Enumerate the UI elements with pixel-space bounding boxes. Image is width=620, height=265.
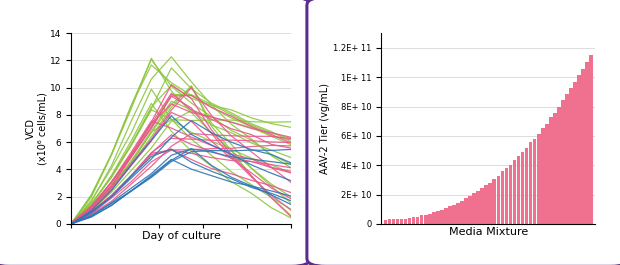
Bar bbox=[492, 179, 496, 224]
Bar bbox=[472, 193, 476, 224]
X-axis label: Day of culture: Day of culture bbox=[142, 231, 221, 241]
Bar bbox=[557, 107, 560, 224]
Bar bbox=[513, 160, 516, 224]
Bar bbox=[392, 219, 395, 224]
Bar bbox=[480, 188, 484, 224]
Bar bbox=[456, 203, 460, 224]
Bar bbox=[436, 211, 440, 224]
Bar bbox=[516, 156, 520, 224]
Bar bbox=[529, 143, 533, 224]
Bar bbox=[574, 82, 577, 224]
Bar bbox=[537, 134, 541, 224]
Y-axis label: AAV-2 Tier (vg/mL): AAV-2 Tier (vg/mL) bbox=[321, 83, 330, 174]
Bar bbox=[444, 208, 448, 224]
Bar bbox=[412, 217, 415, 224]
Bar bbox=[508, 165, 512, 224]
Bar bbox=[460, 201, 464, 224]
Bar bbox=[500, 171, 504, 224]
Bar bbox=[468, 196, 472, 224]
Bar bbox=[565, 94, 569, 224]
Bar bbox=[424, 215, 428, 224]
Bar bbox=[408, 218, 411, 224]
Bar bbox=[489, 183, 492, 224]
Bar bbox=[440, 210, 444, 224]
Bar bbox=[400, 219, 403, 224]
Bar bbox=[553, 113, 557, 224]
Bar bbox=[428, 214, 432, 224]
Bar bbox=[476, 191, 480, 224]
Bar bbox=[464, 198, 468, 224]
Y-axis label: VCD
(x10⁶ cells/mL): VCD (x10⁶ cells/mL) bbox=[25, 92, 47, 165]
Bar bbox=[521, 152, 525, 224]
Bar bbox=[569, 88, 573, 224]
Bar bbox=[582, 69, 585, 224]
Bar bbox=[545, 124, 549, 224]
Bar bbox=[585, 63, 589, 224]
Bar bbox=[549, 117, 552, 224]
Bar bbox=[432, 212, 436, 224]
Bar bbox=[416, 217, 420, 224]
Bar bbox=[384, 219, 387, 224]
X-axis label: Media Mixture: Media Mixture bbox=[449, 227, 528, 237]
Bar bbox=[561, 100, 565, 224]
Bar bbox=[396, 219, 399, 224]
Bar bbox=[420, 215, 423, 224]
Bar bbox=[448, 206, 452, 224]
Bar bbox=[484, 185, 488, 224]
Bar bbox=[388, 219, 391, 224]
Bar bbox=[505, 168, 508, 224]
Bar bbox=[404, 219, 407, 224]
Bar bbox=[525, 148, 528, 224]
Bar bbox=[497, 176, 500, 224]
Bar bbox=[590, 55, 593, 224]
Bar bbox=[577, 75, 581, 224]
Bar bbox=[452, 205, 456, 224]
Bar bbox=[533, 139, 536, 224]
Bar bbox=[541, 128, 544, 224]
